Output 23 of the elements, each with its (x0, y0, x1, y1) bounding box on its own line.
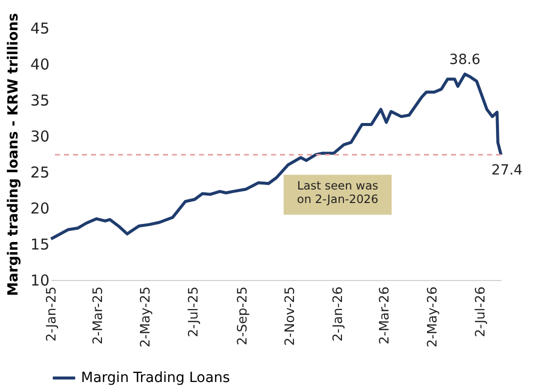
y-tick-label: 45 (30, 20, 50, 38)
y-tick-label: 30 (30, 128, 50, 146)
x-tick-label: 2-Mar-26 (377, 286, 392, 344)
x-tick-label: 2-Nov-25 (283, 286, 298, 346)
x-tick-label: 2-Jul-25 (186, 286, 202, 338)
annotation: 27.4 (491, 162, 523, 179)
x-tick-label: 2-May-26 (425, 286, 440, 348)
x-tick-label: 2-Sep-25 (235, 286, 250, 346)
y-tick-label: 20 (30, 200, 50, 218)
x-tick-label: 2-May-25 (138, 286, 154, 348)
y-axis-title: Margin trading loans - KRW trillions (5, 12, 22, 296)
y-tick-label: 10 (30, 272, 50, 290)
x-tick-label: 2-Jul-26 (473, 286, 488, 338)
annotation: Last seen was on 2-Jan-2026 (297, 178, 378, 206)
x-tick-label: 2-Mar-25 (90, 286, 106, 344)
x-tick-label: 2-Jan-25 (44, 286, 60, 342)
y-tick-label: 25 (30, 164, 50, 182)
y-tick-label: 15 (30, 236, 50, 254)
y-tick-label: 40 (30, 56, 50, 74)
y-tick-label: 35 (30, 92, 50, 110)
x-tick-label: 2-Jan-26 (331, 286, 346, 342)
annotation: 38.6 (449, 52, 481, 68)
legend-label: Margin Trading Loans (81, 370, 230, 386)
